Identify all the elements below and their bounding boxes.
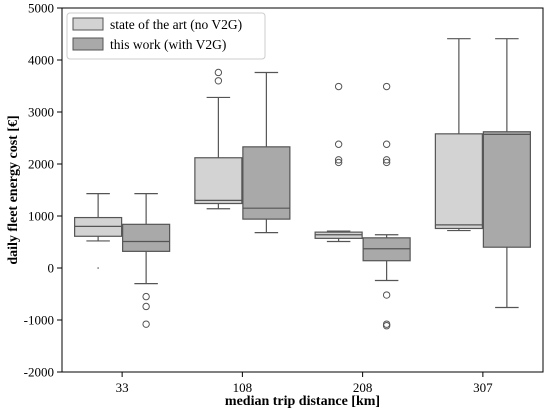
legend-swatch-with-v2g (72, 37, 104, 51)
box-group (314, 82, 363, 243)
y-tick-label: 5000 (28, 1, 54, 16)
x-tick-label: 108 (233, 380, 253, 395)
box-iqr (122, 223, 171, 252)
box-group (122, 193, 171, 328)
y-tick-label: 1000 (28, 209, 54, 224)
box-group (194, 68, 243, 210)
box-group (482, 38, 531, 309)
legend: state of the art (no V2G) this work (wit… (66, 12, 266, 60)
box-group (242, 71, 291, 234)
y-tick-label: 4000 (28, 53, 54, 68)
legend-label-no-v2g: state of the art (no V2G) (110, 17, 242, 32)
legend-swatch-no-v2g (72, 17, 104, 31)
y-tick-label: 3000 (28, 105, 54, 120)
outlier-point (334, 82, 343, 91)
legend-label-with-v2g: this work (with V2G) (110, 37, 226, 52)
outlier-point (334, 156, 343, 164)
outlier-point (382, 320, 391, 328)
boxes-layer (74, 38, 531, 330)
x-tick-label: 33 (116, 380, 129, 395)
outlier-point (382, 140, 391, 148)
x-tick-label: 307 (473, 380, 493, 395)
x-tick-label: 208 (353, 380, 373, 395)
box-iqr (194, 157, 243, 205)
box-group (74, 193, 123, 242)
axes-layer (61, 7, 544, 373)
legend-frame (66, 12, 266, 60)
outlier-point (214, 77, 223, 85)
outlier-point (214, 68, 223, 77)
x-ticks: 33 108 208 307 (116, 372, 493, 395)
outlier-point (382, 156, 391, 164)
y-tick-label: 0 (48, 261, 55, 276)
outlier-point (334, 140, 343, 148)
x-axis-title: median trip distance [km] (225, 394, 380, 409)
outlier-point (142, 302, 150, 311)
y-ticks: -2000 -1000 0 1000 2000 3000 4000 5000 (24, 1, 62, 380)
outlier-point (382, 82, 391, 91)
plot-frame (61, 7, 544, 373)
outlier-point (382, 158, 391, 167)
box-iqr (482, 131, 531, 248)
outlier-point (334, 158, 343, 167)
outlier-point (382, 291, 391, 299)
outlier-point (142, 292, 150, 301)
box-group (434, 38, 483, 232)
box-iqr (434, 133, 483, 230)
outlier-point (142, 320, 150, 328)
y-tick-label: -1000 (24, 313, 54, 328)
y-tick-label: 2000 (28, 157, 54, 172)
box-group (362, 82, 411, 330)
y-tick-label: -2000 (24, 365, 54, 380)
y-axis-title: daily fleet energy cost [€] (6, 115, 21, 264)
box-iqr (242, 146, 291, 220)
stray-mark (97, 267, 99, 269)
